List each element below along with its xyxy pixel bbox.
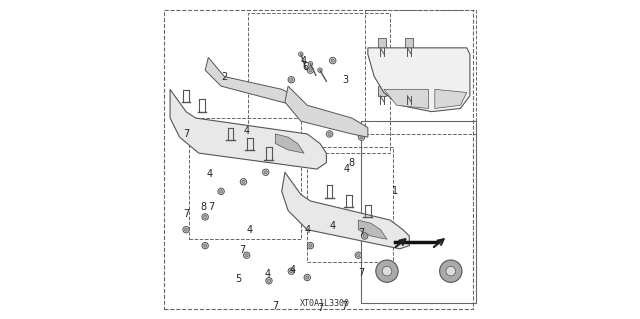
Text: 7: 7 xyxy=(358,228,365,238)
Circle shape xyxy=(306,276,309,279)
Polygon shape xyxy=(358,220,387,239)
Polygon shape xyxy=(405,38,413,48)
Circle shape xyxy=(308,62,313,66)
Text: 4: 4 xyxy=(264,269,271,279)
Text: 4: 4 xyxy=(344,164,350,174)
Text: 4: 4 xyxy=(244,126,250,136)
Text: 4: 4 xyxy=(330,221,336,232)
Polygon shape xyxy=(205,57,294,105)
Circle shape xyxy=(440,260,462,282)
Circle shape xyxy=(240,179,246,185)
Circle shape xyxy=(184,228,188,231)
Text: XT0A1L3300: XT0A1L3300 xyxy=(300,299,350,308)
Circle shape xyxy=(356,254,360,257)
Circle shape xyxy=(288,77,294,83)
Circle shape xyxy=(183,226,189,233)
Text: 6: 6 xyxy=(303,62,308,72)
Text: 2: 2 xyxy=(221,71,227,82)
Circle shape xyxy=(202,214,209,220)
Circle shape xyxy=(262,169,269,175)
Circle shape xyxy=(360,136,363,139)
Circle shape xyxy=(204,215,207,219)
Circle shape xyxy=(202,242,209,249)
Polygon shape xyxy=(405,86,413,96)
Text: 4: 4 xyxy=(247,225,253,235)
Text: 4: 4 xyxy=(301,56,307,66)
Text: 7: 7 xyxy=(239,245,245,256)
Circle shape xyxy=(307,67,314,73)
Circle shape xyxy=(328,132,331,136)
Circle shape xyxy=(264,171,268,174)
Circle shape xyxy=(307,242,314,249)
Circle shape xyxy=(268,279,271,282)
Circle shape xyxy=(363,234,366,238)
Text: 1: 1 xyxy=(392,186,398,197)
Circle shape xyxy=(299,52,303,56)
Polygon shape xyxy=(378,38,386,48)
Circle shape xyxy=(290,270,293,273)
Text: 8: 8 xyxy=(349,158,355,168)
Polygon shape xyxy=(170,89,326,169)
Circle shape xyxy=(376,260,398,282)
Circle shape xyxy=(243,252,250,258)
Polygon shape xyxy=(285,86,368,137)
Text: 4: 4 xyxy=(207,169,213,179)
Circle shape xyxy=(347,123,350,126)
Text: 7: 7 xyxy=(340,301,347,311)
Text: 7: 7 xyxy=(209,202,214,212)
Circle shape xyxy=(309,69,312,72)
Text: 7: 7 xyxy=(183,209,189,219)
Circle shape xyxy=(204,244,207,247)
Circle shape xyxy=(309,244,312,247)
Polygon shape xyxy=(282,172,410,249)
Polygon shape xyxy=(435,89,467,108)
Circle shape xyxy=(242,180,245,183)
Circle shape xyxy=(330,57,336,64)
Circle shape xyxy=(358,134,365,140)
Text: 4: 4 xyxy=(290,264,296,275)
Polygon shape xyxy=(384,89,428,108)
Text: 7: 7 xyxy=(183,129,189,139)
Text: 7: 7 xyxy=(272,301,278,311)
Circle shape xyxy=(290,78,293,81)
Text: 7: 7 xyxy=(317,303,323,313)
Circle shape xyxy=(382,266,392,276)
Text: 4: 4 xyxy=(304,225,310,235)
Polygon shape xyxy=(378,86,386,96)
Text: 5: 5 xyxy=(236,274,242,284)
Polygon shape xyxy=(275,134,304,153)
Circle shape xyxy=(446,266,456,276)
Circle shape xyxy=(362,233,368,239)
Circle shape xyxy=(218,188,224,195)
Circle shape xyxy=(331,59,334,62)
Circle shape xyxy=(326,131,333,137)
Circle shape xyxy=(355,252,362,258)
Circle shape xyxy=(346,121,352,128)
Circle shape xyxy=(318,68,322,72)
Polygon shape xyxy=(368,48,470,112)
Text: 3: 3 xyxy=(342,75,349,85)
Text: 7: 7 xyxy=(358,268,365,278)
Circle shape xyxy=(266,278,272,284)
Circle shape xyxy=(288,268,294,274)
Text: 8: 8 xyxy=(200,202,207,212)
Circle shape xyxy=(220,190,223,193)
Circle shape xyxy=(245,254,248,257)
Circle shape xyxy=(304,274,310,281)
